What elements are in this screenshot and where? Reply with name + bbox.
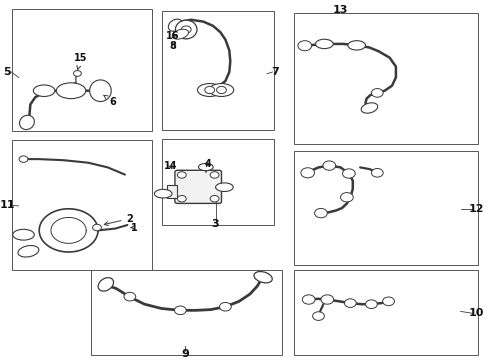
Circle shape [366,300,377,309]
Circle shape [210,195,219,202]
Text: 9: 9 [181,348,189,359]
Bar [294,13,478,144]
Bar [91,270,282,355]
Ellipse shape [90,80,111,102]
Ellipse shape [33,85,55,96]
Circle shape [343,169,355,178]
Circle shape [181,26,191,33]
Circle shape [341,193,353,202]
Circle shape [124,292,136,301]
Text: 15: 15 [74,53,88,69]
Circle shape [315,208,327,218]
Text: 6: 6 [104,95,116,107]
Circle shape [344,299,356,307]
Text: 14: 14 [164,161,177,171]
Ellipse shape [216,183,233,192]
Ellipse shape [154,189,172,198]
Text: 10: 10 [468,308,484,318]
Circle shape [220,302,231,311]
Circle shape [74,71,81,76]
Ellipse shape [348,41,366,50]
Circle shape [210,172,219,178]
Text: 16: 16 [166,31,179,41]
Ellipse shape [169,19,182,31]
Ellipse shape [20,115,34,130]
Circle shape [177,172,186,178]
Circle shape [371,168,383,177]
Circle shape [323,161,336,170]
Text: 4: 4 [205,159,212,169]
Bar [12,9,152,131]
Circle shape [371,89,383,97]
Bar [294,151,478,265]
Circle shape [321,295,334,304]
Bar [294,270,478,355]
Circle shape [313,312,324,320]
Ellipse shape [175,20,197,39]
Ellipse shape [209,84,234,96]
Circle shape [302,295,315,304]
Text: 7: 7 [271,67,279,77]
Circle shape [298,41,312,51]
Text: 2: 2 [104,213,133,225]
Ellipse shape [98,278,114,291]
Circle shape [383,297,394,306]
Circle shape [174,306,186,315]
Bar [12,140,152,270]
Text: 11: 11 [0,200,15,210]
Circle shape [301,168,315,178]
Bar [167,185,177,198]
FancyBboxPatch shape [175,170,221,203]
Text: 3: 3 [212,219,220,229]
Ellipse shape [56,83,86,99]
Ellipse shape [13,229,34,240]
Text: 1: 1 [131,222,138,233]
Text: 8: 8 [169,41,176,51]
Ellipse shape [172,29,189,39]
Ellipse shape [361,103,378,113]
Bar [162,139,274,225]
Bar [162,11,274,130]
Ellipse shape [254,271,272,283]
Ellipse shape [316,39,333,49]
Circle shape [217,86,226,94]
Circle shape [93,224,101,231]
Circle shape [205,86,215,94]
Ellipse shape [198,163,213,171]
Ellipse shape [197,84,222,96]
Circle shape [19,156,28,162]
Ellipse shape [18,246,39,257]
Circle shape [177,195,186,202]
Text: 13: 13 [332,5,348,15]
Text: 12: 12 [468,204,484,214]
Text: 5: 5 [3,67,11,77]
